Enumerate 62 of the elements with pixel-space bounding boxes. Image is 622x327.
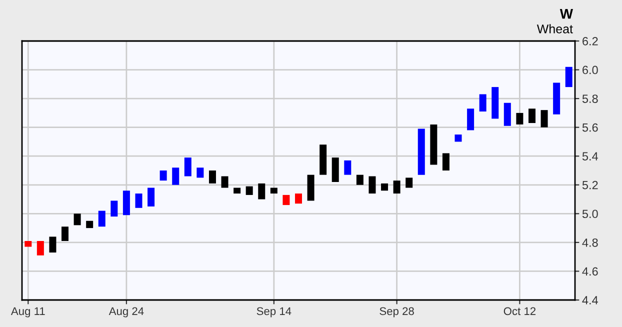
bar [553,82,560,114]
x-tick-label: Sep 14 [256,307,292,318]
bar [442,153,450,170]
bar [221,176,228,188]
bar [122,190,130,216]
bar [270,188,278,194]
bar [320,144,327,175]
bar [172,168,180,185]
bar [258,183,266,200]
chart-subtitle: Wheat [536,24,573,34]
bar [540,110,548,128]
bar [307,174,314,201]
bar [393,180,400,194]
x-tick-label: Sep 28 [380,307,414,318]
bar [282,194,290,206]
bar [295,194,302,204]
bar [160,170,167,181]
bar [516,112,524,124]
bar [24,241,32,247]
bar [98,210,106,227]
bar [62,226,69,242]
chart-title: W [560,9,573,19]
y-tick-label: 5.2 [582,180,598,190]
y-tick-label: 4.6 [582,267,598,276]
x-tick-label: Oct 12 [504,307,536,316]
bar [110,200,118,217]
bar [504,102,511,126]
bar [344,160,352,175]
bar [234,188,241,194]
bar [86,220,94,228]
bar [565,66,572,88]
bar [381,183,388,191]
bar [356,174,364,185]
bar [246,186,253,195]
y-tick-label: 5.0 [582,210,598,218]
bar [430,124,438,165]
y-tick-label: 5.4 [582,152,598,161]
bar [368,176,376,194]
bar [454,134,462,142]
y-tick-label: 6.2 [582,37,598,46]
y-tick-label: 5.8 [582,94,598,103]
y-tick-label: 4.4 [582,296,598,304]
y-tick-label: 4.8 [582,238,598,247]
bar [184,158,192,176]
bar [36,241,44,256]
bar [196,168,204,178]
bar [406,178,413,188]
x-tick-label: Aug 11 [10,307,45,318]
bar [332,158,339,182]
bar [49,236,56,253]
bar [74,214,81,226]
bar [492,87,499,119]
x-tick-label: Aug 24 [108,307,144,318]
y-tick-label: 5.6 [582,123,598,132]
bar [135,194,142,208]
bar [208,170,216,184]
bar [528,108,536,124]
bar [148,188,155,206]
bar [467,108,474,130]
bar [479,94,486,112]
bar [418,128,425,175]
y-tick-label: 6.0 [582,66,598,74]
